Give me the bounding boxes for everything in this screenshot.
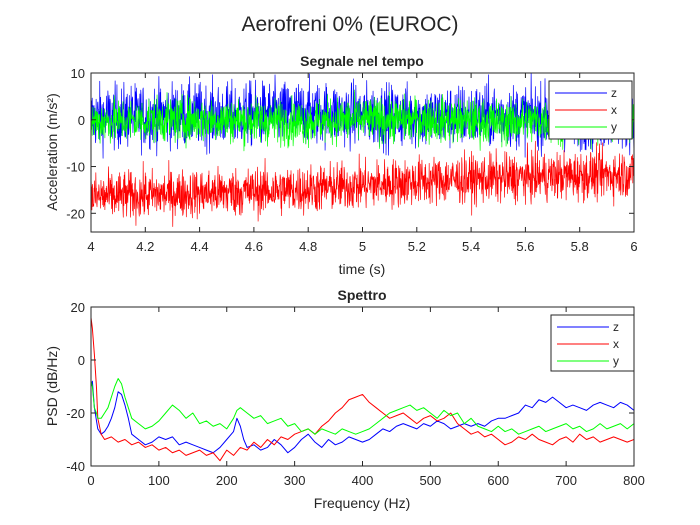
y-tick-label: -40 bbox=[66, 459, 85, 474]
series-line-z bbox=[91, 73, 634, 159]
spectrum-plot-title: Spettro bbox=[338, 287, 387, 303]
x-tick-label: 600 bbox=[487, 473, 509, 488]
time-y-axis-label: Acceleration (m/s²) bbox=[44, 93, 60, 210]
series-line-y bbox=[91, 378, 634, 435]
time-y-ticks: -20 -10 0 10 bbox=[66, 66, 634, 221]
x-tick-label: 200 bbox=[216, 473, 238, 488]
x-tick-label: 4.8 bbox=[299, 239, 317, 254]
x-tick-label: 6 bbox=[630, 239, 637, 254]
legend-label-y: y bbox=[613, 354, 619, 368]
legend-label-x: x bbox=[611, 103, 617, 117]
x-tick-label: 300 bbox=[284, 473, 306, 488]
legend-label-x: x bbox=[613, 337, 619, 351]
time-signal-plot: Segnale nel tempo 4 4.2 4.4 4.6 4.8 5 5.2 5.4 5.… bbox=[44, 53, 638, 277]
series-line-x bbox=[91, 317, 634, 462]
y-tick-label: 10 bbox=[71, 66, 85, 81]
time-plot-title: Segnale nel tempo bbox=[300, 53, 424, 69]
y-tick-label: 0 bbox=[78, 113, 85, 128]
time-legend: zxy bbox=[548, 80, 633, 140]
x-tick-label: 4.4 bbox=[191, 239, 209, 254]
y-tick-label: 20 bbox=[71, 300, 85, 315]
y-tick-label: -10 bbox=[66, 160, 85, 175]
x-tick-label: 100 bbox=[148, 473, 170, 488]
series-line-y bbox=[91, 89, 634, 152]
spectrum-x-axis-label: Frequency (Hz) bbox=[314, 495, 410, 511]
legend-box bbox=[550, 314, 635, 372]
spectrum-plot: Spettro 0 100 200 300 400 500 600 700 800 -40-20… bbox=[44, 287, 645, 511]
legend-label-y: y bbox=[611, 120, 617, 134]
spectrum-series-layer bbox=[91, 317, 634, 462]
x-tick-label: 4.6 bbox=[245, 239, 263, 254]
x-tick-label: 400 bbox=[352, 473, 374, 488]
time-series-layer bbox=[91, 73, 634, 227]
x-tick-label: 5.8 bbox=[571, 239, 589, 254]
series-line-x bbox=[91, 140, 634, 227]
spectrum-x-ticks: 0 100 200 300 400 500 600 700 800 bbox=[87, 307, 645, 488]
spectrum-legend: zxy bbox=[550, 314, 635, 372]
x-tick-label: 700 bbox=[555, 473, 577, 488]
x-tick-label: 4.2 bbox=[136, 239, 154, 254]
x-tick-label: 500 bbox=[420, 473, 442, 488]
time-x-ticks: 4 4.2 4.4 4.6 4.8 5 5.2 5.4 5.6 5.8 6 bbox=[87, 73, 638, 254]
legend-label-z: z bbox=[613, 320, 619, 334]
y-tick-label: -20 bbox=[66, 206, 85, 221]
y-tick-label: 0 bbox=[78, 353, 85, 368]
legend-label-z: z bbox=[611, 86, 617, 100]
time-x-axis-label: time (s) bbox=[339, 261, 386, 277]
y-tick-label: -20 bbox=[66, 406, 85, 421]
x-tick-label: 5 bbox=[359, 239, 366, 254]
x-tick-label: 4 bbox=[87, 239, 94, 254]
figure-title: Aerofreni 0% (EUROC) bbox=[241, 13, 458, 36]
x-tick-label: 0 bbox=[87, 473, 94, 488]
x-tick-label: 5.2 bbox=[408, 239, 426, 254]
spectrum-y-ticks: -40 -20 0 20 bbox=[66, 300, 634, 474]
spectrum-y-axis-label: PSD (dB/Hz) bbox=[44, 346, 60, 426]
x-tick-label: 5.6 bbox=[516, 239, 534, 254]
x-tick-label: 800 bbox=[623, 473, 645, 488]
x-tick-label: 5.4 bbox=[462, 239, 480, 254]
series-line-z bbox=[91, 380, 634, 454]
